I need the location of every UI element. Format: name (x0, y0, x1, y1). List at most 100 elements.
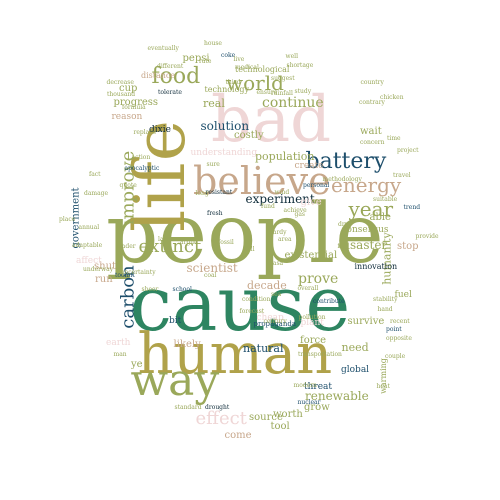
word-gas: gas (294, 211, 306, 218)
word-resistant: resistant (205, 189, 233, 196)
word-contribute: contribute (313, 298, 345, 305)
word-overall: overall (297, 285, 319, 292)
word-people: people (106, 187, 384, 282)
word-annual: annual (78, 224, 100, 231)
word-food: food (151, 64, 201, 89)
word-coal: coal (204, 272, 217, 279)
word-human: human (137, 322, 333, 387)
word-methodology: methodology (322, 176, 362, 183)
word-continue: continue (262, 95, 324, 111)
word-argue: argue (180, 239, 198, 246)
word-stability: stability (373, 296, 398, 303)
word-fresh: fresh (207, 210, 223, 217)
word-replace: replace (133, 129, 157, 136)
word-fly: fly (337, 243, 345, 250)
word-chicken: chicken (380, 94, 404, 101)
word-sheer: sheer (141, 286, 159, 293)
word-bit: bit (169, 315, 182, 326)
word-thousand: thousand (107, 91, 136, 98)
word-hardy: hardy (269, 229, 287, 236)
word-wait: wait (360, 126, 382, 137)
word-personal: personal (303, 182, 330, 189)
word-pepsi: pepsi (182, 53, 210, 64)
word-decade: decade (247, 278, 287, 292)
word-formula: formula (122, 104, 146, 111)
word-costly: costly (234, 130, 264, 141)
word-disaster: disaster (338, 238, 388, 252)
word-scientist: scientist (186, 261, 238, 275)
word-give: give (300, 197, 322, 208)
word-source: source (249, 412, 283, 423)
word-humanity: humanity (380, 231, 394, 285)
word-create: create (294, 160, 324, 171)
word-forecast: forecast (239, 308, 265, 315)
word-population: population (255, 149, 315, 163)
word-able: able (369, 212, 391, 223)
word-tool: tool (270, 421, 290, 432)
word-toolbit: toolbit (115, 272, 135, 279)
word-world: world (226, 71, 284, 95)
word-condition: condition (242, 296, 271, 303)
word-force: force (300, 335, 327, 346)
word-action: action (131, 154, 151, 161)
word-time: time (387, 135, 401, 142)
word-ye: ye (131, 359, 143, 370)
word-apocalyptic: apocalyptic (124, 165, 160, 172)
word-well: well (285, 53, 299, 60)
word-place: place (59, 216, 76, 223)
word-fall: fall (245, 246, 255, 253)
word-medical: medical (235, 64, 259, 71)
word-quote: quote (119, 182, 137, 189)
word-oil: oil (367, 236, 375, 243)
word-real: real (203, 96, 225, 110)
word-solution: solution (200, 119, 250, 133)
word-dixie: dixie (149, 124, 171, 135)
word-shortage: shortage (286, 62, 314, 69)
word-progress: progress (113, 97, 159, 108)
word-study: study (294, 88, 312, 95)
word-area: area (278, 236, 292, 243)
word-technology: technology (204, 85, 250, 94)
word-believe: believe (193, 159, 331, 203)
word-adaptable: adaptable (72, 242, 103, 249)
word-wind: wind (274, 189, 290, 196)
word-ensure: ensure (256, 89, 278, 96)
word-extinct: extinct (138, 236, 202, 257)
word-cause: cause (129, 259, 351, 348)
word-fuel: fuel (394, 289, 412, 300)
word-transportation: transportation (298, 351, 342, 358)
word-point: point (386, 326, 402, 333)
word-opposite: opposite (386, 335, 412, 342)
word-third: third (225, 79, 241, 86)
word-prove: prove (298, 271, 339, 287)
word-cheap: cheap (256, 312, 284, 323)
word-cup: cup (119, 83, 138, 94)
word-year: year (348, 197, 394, 221)
word-school: school (172, 286, 192, 293)
word-technological: technological (235, 65, 290, 74)
word-renewable: renewable (305, 389, 369, 403)
word-existential: existential (284, 250, 338, 261)
word-travel: travel (393, 172, 411, 179)
word-concern: concern (360, 139, 385, 146)
word-large: large (158, 236, 174, 243)
word-suitable: suitable (373, 196, 398, 203)
word-nasa: nasa (269, 260, 284, 267)
word-worth: worth (273, 409, 303, 420)
word-fact: fact (89, 171, 101, 178)
word-survive: survive (347, 316, 385, 327)
word-live: live (233, 56, 245, 63)
word-plant: plant (300, 317, 324, 328)
word-rate: rate (199, 58, 212, 65)
word-threat: threat (304, 381, 333, 392)
word-rainfall: rainfall (271, 90, 293, 97)
word-house: house (204, 40, 222, 47)
word-coke: coke (221, 52, 236, 59)
word-shut: shut (94, 261, 117, 272)
word-sure: sure (206, 161, 220, 168)
word-fund: fund (261, 203, 275, 210)
word-project: project (397, 147, 419, 154)
word-eventually: eventually (147, 45, 179, 52)
word-pollution: pollution (298, 314, 326, 321)
word-reason: reason (111, 111, 143, 122)
